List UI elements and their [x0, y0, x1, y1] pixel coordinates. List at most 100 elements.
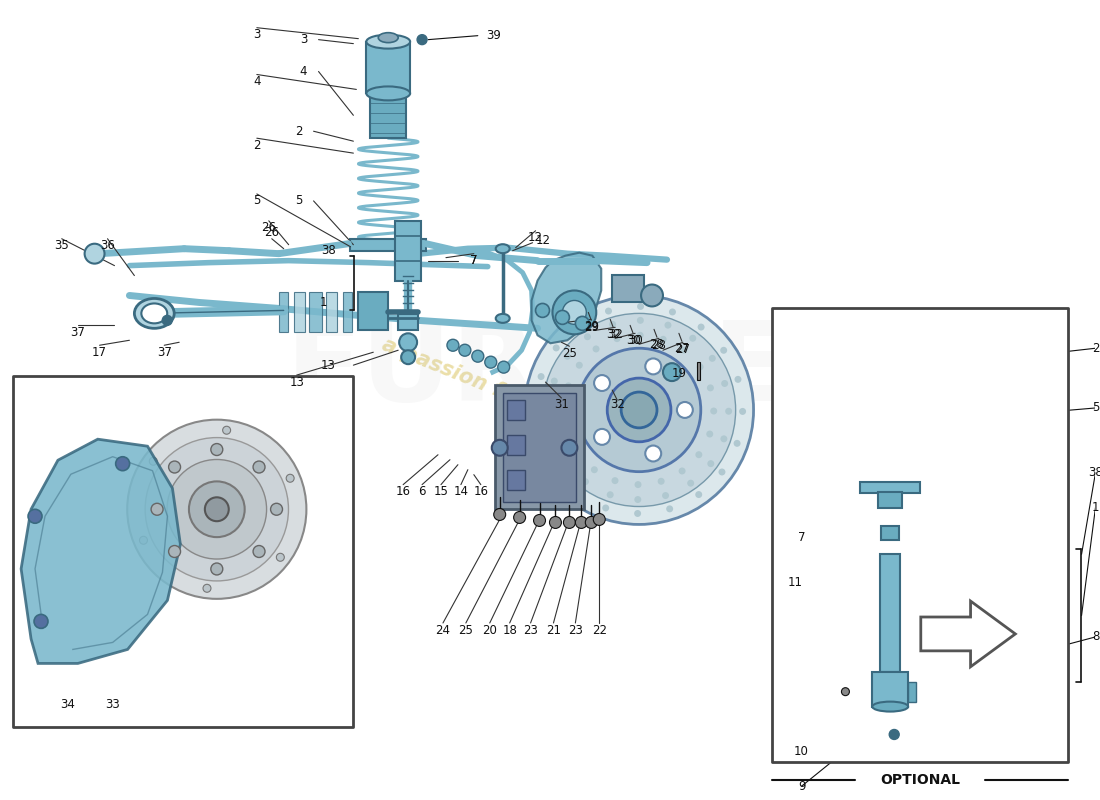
Circle shape	[492, 440, 508, 456]
Circle shape	[150, 458, 157, 466]
Circle shape	[660, 336, 667, 342]
Circle shape	[546, 406, 553, 412]
Bar	[881, 526, 899, 540]
Circle shape	[271, 503, 283, 515]
Circle shape	[679, 467, 685, 474]
Circle shape	[550, 433, 557, 440]
Circle shape	[688, 480, 694, 486]
Circle shape	[621, 392, 657, 428]
Circle shape	[607, 378, 671, 442]
Circle shape	[85, 244, 104, 264]
Circle shape	[459, 344, 471, 356]
Circle shape	[205, 498, 229, 522]
Circle shape	[725, 408, 733, 414]
Circle shape	[145, 438, 288, 581]
Circle shape	[669, 309, 675, 315]
Text: 32: 32	[607, 328, 623, 341]
Text: 5: 5	[253, 194, 261, 207]
Circle shape	[211, 563, 223, 575]
Text: 21: 21	[546, 625, 561, 638]
Text: 38: 38	[1088, 466, 1100, 479]
Circle shape	[585, 517, 597, 529]
Circle shape	[525, 295, 754, 525]
Circle shape	[564, 429, 571, 435]
Circle shape	[696, 363, 704, 370]
Circle shape	[563, 517, 575, 529]
Circle shape	[578, 348, 701, 472]
Bar	[294, 293, 305, 332]
Circle shape	[417, 34, 427, 45]
Bar	[909, 682, 916, 702]
Text: a passion for parts since 1985: a passion for parts since 1985	[379, 334, 716, 486]
Text: 30: 30	[626, 334, 640, 346]
Text: 3: 3	[300, 33, 307, 46]
Ellipse shape	[378, 33, 398, 42]
Circle shape	[664, 322, 671, 329]
Circle shape	[494, 509, 506, 521]
Circle shape	[536, 303, 550, 318]
Bar	[395, 221, 421, 281]
Circle shape	[402, 350, 415, 364]
Text: 30: 30	[628, 334, 642, 346]
Circle shape	[614, 335, 620, 342]
Bar	[880, 554, 900, 672]
Polygon shape	[21, 439, 180, 663]
Circle shape	[735, 376, 741, 383]
Circle shape	[708, 355, 716, 362]
Circle shape	[562, 301, 586, 324]
Circle shape	[556, 310, 570, 324]
Circle shape	[722, 380, 728, 387]
Circle shape	[276, 554, 284, 562]
Text: 14: 14	[453, 485, 469, 498]
Text: 34: 34	[60, 698, 75, 711]
Text: 27: 27	[675, 342, 691, 356]
Text: 17: 17	[92, 346, 107, 358]
Circle shape	[204, 584, 211, 592]
Bar	[872, 672, 909, 706]
Circle shape	[532, 405, 539, 412]
Circle shape	[607, 491, 614, 498]
Circle shape	[552, 345, 560, 351]
Text: 12: 12	[536, 234, 551, 247]
Circle shape	[550, 517, 561, 529]
Circle shape	[658, 478, 664, 485]
Text: 5: 5	[295, 194, 302, 207]
Circle shape	[663, 363, 681, 381]
Circle shape	[609, 321, 616, 328]
Circle shape	[720, 435, 727, 442]
Circle shape	[561, 406, 568, 412]
Circle shape	[612, 477, 618, 484]
Text: 7: 7	[798, 531, 805, 544]
Circle shape	[635, 481, 641, 488]
Text: 19: 19	[671, 366, 686, 380]
Text: 32: 32	[606, 328, 620, 341]
Bar	[507, 470, 525, 490]
Circle shape	[564, 353, 571, 360]
Circle shape	[593, 346, 600, 353]
Bar	[366, 42, 410, 94]
Bar	[613, 274, 645, 302]
Circle shape	[189, 482, 244, 537]
Circle shape	[718, 469, 725, 475]
Text: 29: 29	[584, 320, 598, 333]
Bar	[279, 293, 288, 332]
Bar	[351, 238, 426, 250]
Circle shape	[447, 339, 459, 351]
Text: 28: 28	[650, 338, 664, 350]
Circle shape	[646, 358, 661, 374]
Circle shape	[562, 458, 570, 465]
Text: 23: 23	[524, 625, 538, 638]
Circle shape	[695, 451, 702, 458]
Text: 2: 2	[1091, 342, 1099, 354]
Circle shape	[641, 285, 663, 306]
Text: 22: 22	[592, 625, 607, 638]
Text: 31: 31	[554, 398, 569, 411]
Circle shape	[635, 496, 641, 503]
Bar	[503, 393, 576, 502]
Text: 32: 32	[609, 398, 625, 411]
Text: 7: 7	[470, 254, 477, 267]
Circle shape	[602, 505, 609, 511]
Text: 1: 1	[320, 296, 328, 309]
Circle shape	[720, 347, 727, 354]
Circle shape	[706, 430, 713, 438]
